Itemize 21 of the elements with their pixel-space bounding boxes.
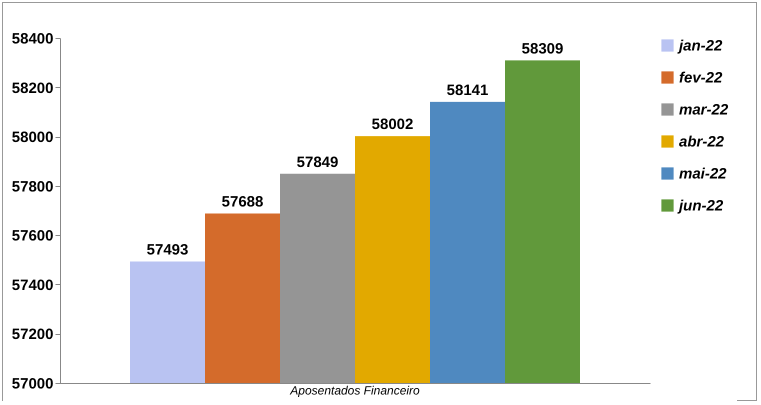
legend-label: mai-22 [679, 166, 728, 182]
data-label: 57688 [222, 193, 264, 210]
data-label: 58141 [446, 82, 488, 99]
y-tick-label: 58000 [12, 129, 54, 146]
legend-label: fev-22 [679, 70, 724, 86]
data-label: 58309 [522, 40, 564, 58]
data-label: 57849 [296, 154, 338, 171]
data-label: 58002 [372, 116, 414, 134]
data-label: 57493 [146, 242, 188, 259]
y-tick-label: 57400 [12, 276, 54, 294]
x-tick-label: Aposentados Financeiro [289, 384, 420, 398]
y-tick-label: 58400 [12, 30, 54, 48]
y-tick-label: 58200 [12, 80, 54, 97]
legend-label: jan-22 [677, 38, 724, 54]
y-tick-label: 57800 [12, 178, 54, 196]
legend-label: jun-22 [677, 198, 724, 214]
y-tick-label: 57200 [12, 326, 54, 344]
legend-label: abr-22 [679, 134, 725, 150]
y-tick-label: 57600 [12, 228, 54, 245]
y-tick-label: 57000 [12, 376, 54, 392]
legend-label: mar-22 [679, 102, 729, 118]
